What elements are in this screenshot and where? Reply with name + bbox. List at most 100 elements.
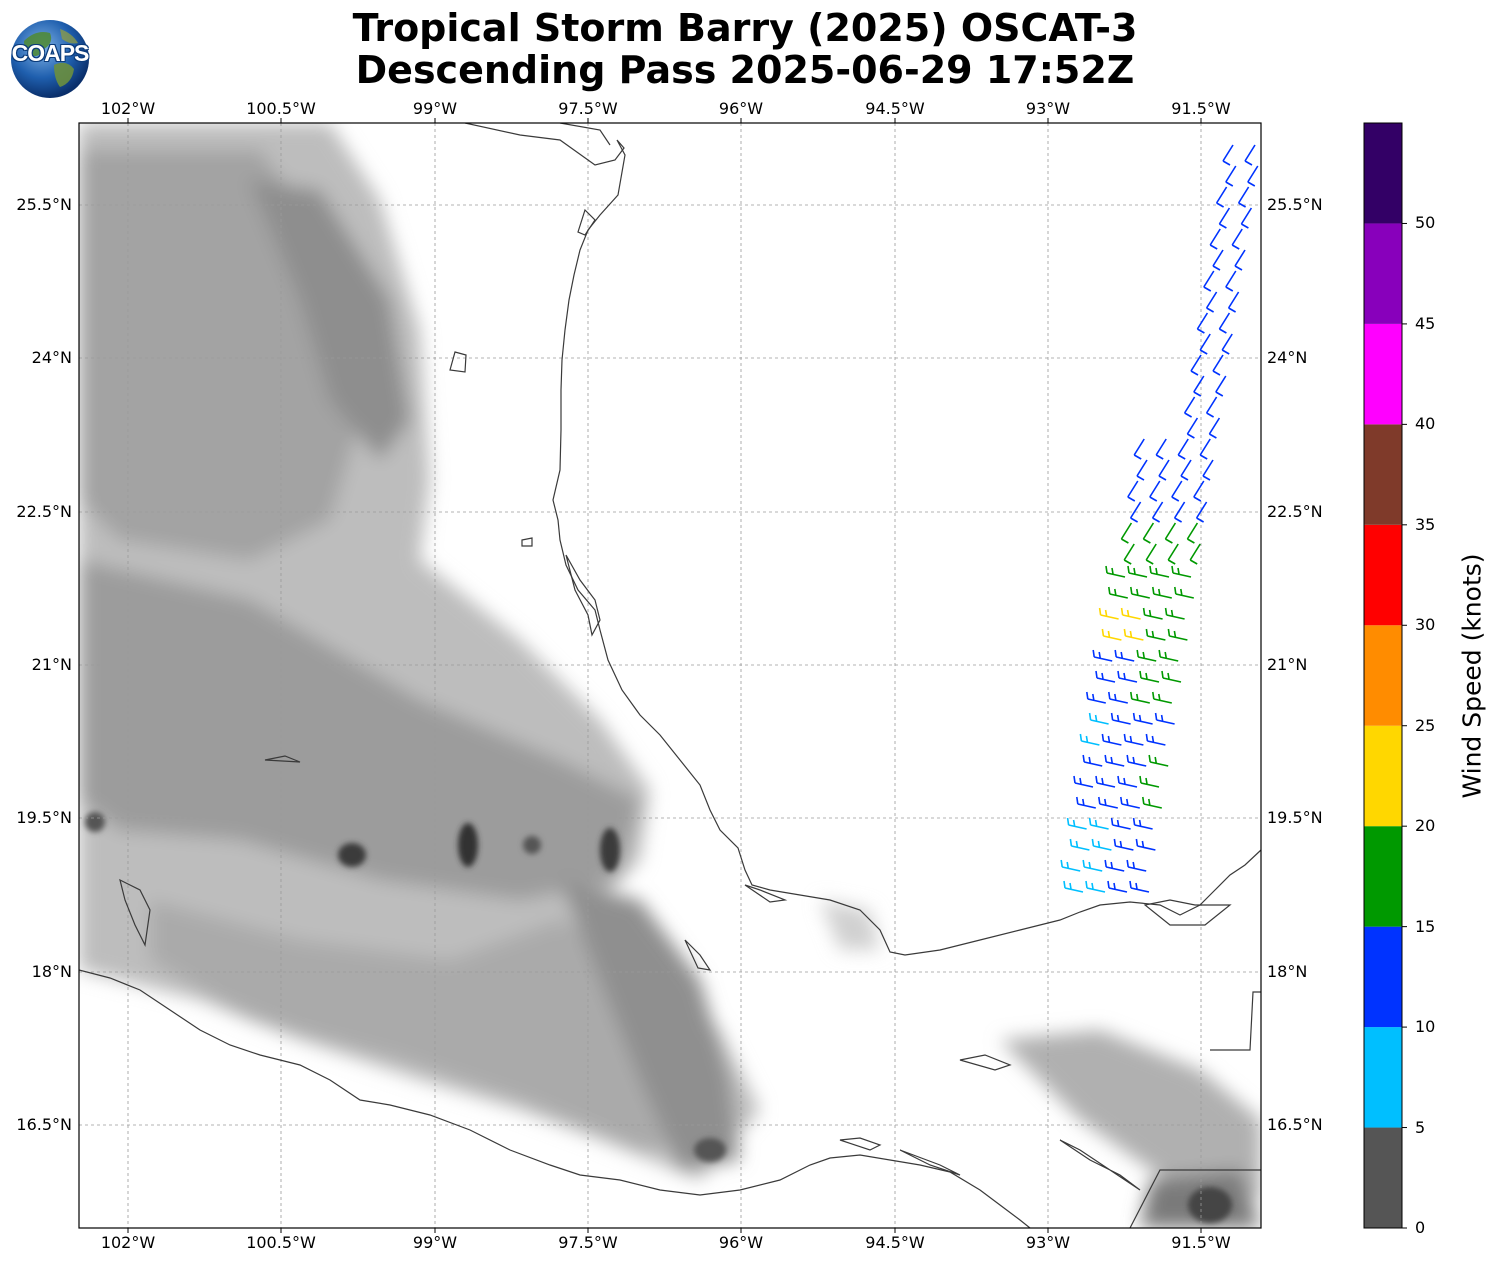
wind-barb xyxy=(1129,501,1142,523)
wind-barb xyxy=(1079,733,1100,746)
lat-label-right: 21°N xyxy=(1267,655,1308,674)
wind-barb xyxy=(1244,144,1256,166)
colorbar-tick-label: 20 xyxy=(1415,816,1436,835)
wind-barb xyxy=(1222,144,1234,166)
lat-label-left: 25.5°N xyxy=(16,195,72,214)
pacific-lagoon xyxy=(839,1137,882,1151)
wind-barb xyxy=(1164,522,1177,544)
colorbar-tick-label: 40 xyxy=(1415,414,1436,433)
lon-label-bottom: 94.5°W xyxy=(865,1233,925,1252)
wind-barb xyxy=(1154,712,1175,725)
wind-barb xyxy=(1199,438,1211,460)
wind-barb xyxy=(1218,207,1231,229)
colorbar-tick-label: 45 xyxy=(1415,314,1436,333)
wind-barb xyxy=(1110,817,1131,830)
wind-barb xyxy=(1123,733,1144,746)
wind-barb xyxy=(1114,649,1135,662)
wind-barb xyxy=(1145,628,1166,641)
wind-barbs xyxy=(1060,144,1259,893)
wind-barb xyxy=(1136,459,1148,481)
lat-label-left: 16.5°N xyxy=(16,1115,72,1134)
wind-barb xyxy=(1108,691,1128,704)
wind-barb xyxy=(1227,291,1240,313)
wind-barb xyxy=(1186,417,1199,439)
wind-barb xyxy=(1180,459,1192,481)
wind-barb xyxy=(1108,586,1128,599)
lat-label-right: 18°N xyxy=(1267,962,1308,981)
colorbar-tick-label: 50 xyxy=(1415,213,1436,232)
wind-barb xyxy=(1095,775,1116,788)
wind-barb xyxy=(1117,775,1138,788)
lat-label-right: 24°N xyxy=(1267,348,1308,367)
wind-barb xyxy=(1066,817,1087,830)
wind-barb xyxy=(1101,628,1122,641)
wind-barb xyxy=(1234,249,1246,271)
wind-barb xyxy=(1205,291,1218,313)
wind-barb xyxy=(1189,543,1201,565)
lon-label-top: 102°W xyxy=(100,99,156,118)
wind-barb xyxy=(1098,607,1119,620)
lat-label-right: 22.5°N xyxy=(1267,502,1323,521)
guatemala-border xyxy=(1129,1169,1261,1228)
colorbar-segment xyxy=(1364,926,1402,1028)
pacific-coastline xyxy=(79,969,1031,1228)
wind-barb xyxy=(1063,880,1084,893)
lat-label-left: 24°N xyxy=(31,348,72,367)
inland-lake xyxy=(449,351,467,373)
colorbar-segment xyxy=(1364,1127,1402,1228)
wind-barb xyxy=(1167,543,1179,565)
colorbar-segment xyxy=(1364,524,1402,626)
wind-barb xyxy=(1073,775,1094,788)
wind-barb xyxy=(1225,165,1237,187)
wind-barb xyxy=(1101,733,1122,746)
wind-barb xyxy=(1133,438,1145,460)
wind-barb xyxy=(1152,586,1172,599)
colorbar-tick-label: 0 xyxy=(1415,1218,1426,1237)
lon-label-top: 91.5°W xyxy=(1171,99,1231,118)
coastal-lagoon xyxy=(521,537,533,547)
wind-barb xyxy=(1225,270,1237,292)
wind-barb xyxy=(1149,565,1170,578)
wind-barb xyxy=(1155,438,1167,460)
wind-barb xyxy=(1127,565,1148,578)
wind-barb xyxy=(1218,312,1231,334)
wind-barb xyxy=(1164,607,1185,620)
wind-barb xyxy=(1135,838,1156,851)
wind-barb xyxy=(1129,880,1150,893)
wind-barb xyxy=(1151,501,1164,523)
wind-barb xyxy=(1215,375,1227,397)
colorbar xyxy=(1364,123,1407,1229)
lon-label-bottom: 93°W xyxy=(1025,1233,1071,1252)
lat-label-right: 16.5°N xyxy=(1267,1115,1323,1134)
graticule xyxy=(79,123,1261,1228)
wind-barb xyxy=(1130,586,1150,599)
tick-marks xyxy=(127,118,1202,1233)
lat-label-left: 18°N xyxy=(31,962,72,981)
belize-border xyxy=(1210,991,1261,1051)
wind-barb xyxy=(1139,670,1160,683)
wind-barb xyxy=(1069,838,1090,851)
lon-label-bottom: 102°W xyxy=(100,1233,156,1252)
terrain-peaks xyxy=(85,812,1232,1223)
wind-barb xyxy=(1215,186,1228,208)
wind-barb xyxy=(1139,775,1160,788)
colorbar-segment xyxy=(1364,625,1402,726)
lagoon-tamiahua xyxy=(565,554,601,637)
wind-barb xyxy=(1076,796,1096,809)
wind-barb xyxy=(1212,249,1224,271)
lat-label-right: 19.5°N xyxy=(1267,808,1323,827)
wind-barb xyxy=(1136,649,1157,662)
colorbar-segment xyxy=(1364,826,1402,927)
inland-reservoir xyxy=(684,939,712,971)
lon-label-top: 100.5°W xyxy=(246,99,316,118)
colorbar-tick-label: 30 xyxy=(1415,615,1436,634)
wind-barb xyxy=(1123,543,1135,565)
wind-barb xyxy=(1130,691,1150,704)
wind-barb xyxy=(1183,396,1196,418)
wind-barb xyxy=(1086,691,1106,704)
wind-barb xyxy=(1148,754,1169,767)
wind-barb xyxy=(1126,754,1147,767)
wind-barb xyxy=(1171,565,1192,578)
wind-barb xyxy=(1195,501,1208,523)
